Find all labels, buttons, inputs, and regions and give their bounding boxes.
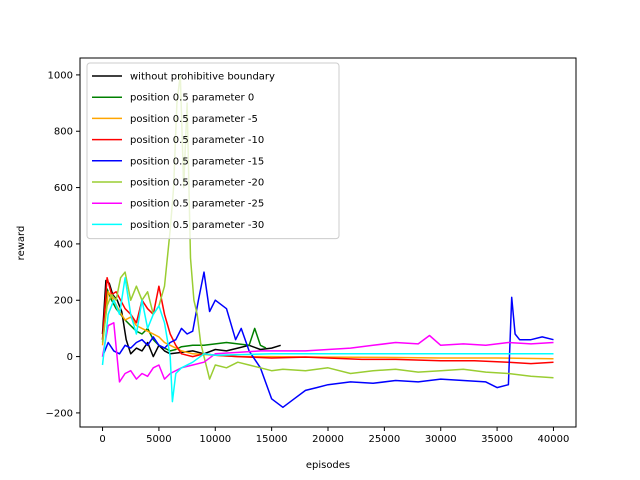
series-layer [101, 74, 554, 409]
series-line-5 [101, 74, 554, 380]
x-axis-label: episodes [306, 460, 350, 471]
series-line-6 [101, 322, 554, 383]
x-tick-label: 30000 [425, 434, 457, 445]
y-tick-label: −200 [46, 408, 73, 419]
x-tick-label: 10000 [199, 434, 231, 445]
x-tick-label: 5000 [146, 434, 171, 445]
series-line-7 [101, 276, 554, 403]
x-tick-label: 35000 [481, 434, 513, 445]
y-axis: −200 0 200 400 600 800 1000 [46, 70, 80, 419]
legend-entry-6: position 0.5 parameter -25 [130, 199, 264, 210]
y-axis-label: reward [16, 226, 27, 261]
x-tick-label: 25000 [368, 434, 400, 445]
series-line-3 [101, 276, 554, 365]
x-tick-label: 40000 [538, 434, 570, 445]
x-axis: 0 5000 10000 15000 20000 25000 30000 35000 40000 [99, 427, 569, 445]
series-line-4 [101, 271, 554, 409]
x-tick-label: 15000 [256, 434, 288, 445]
legend-entry-7: position 0.5 parameter -30 [130, 220, 264, 231]
legend: without prohibitive boundary position 0.5… [86, 62, 340, 240]
legend-entry-1: position 0.5 parameter 0 [130, 93, 254, 104]
y-tick-label: 1000 [48, 70, 73, 81]
x-tick-label: 20000 [312, 434, 344, 445]
legend-entry-0: without prohibitive boundary [130, 72, 275, 83]
y-tick-label: 200 [54, 296, 73, 307]
legend-entry-4: position 0.5 parameter -15 [130, 156, 264, 167]
y-tick-label: 400 [54, 239, 73, 250]
y-tick-label: 0 [67, 352, 73, 363]
x-tick-label: 0 [99, 434, 105, 445]
legend-entry-2: position 0.5 parameter -5 [130, 114, 258, 125]
y-tick-label: 800 [54, 127, 73, 138]
legend-entry-3: position 0.5 parameter -10 [130, 135, 264, 146]
y-tick-label: 600 [54, 183, 73, 194]
legend-entry-5: position 0.5 parameter -20 [130, 178, 264, 189]
legend-box [86, 62, 340, 240]
